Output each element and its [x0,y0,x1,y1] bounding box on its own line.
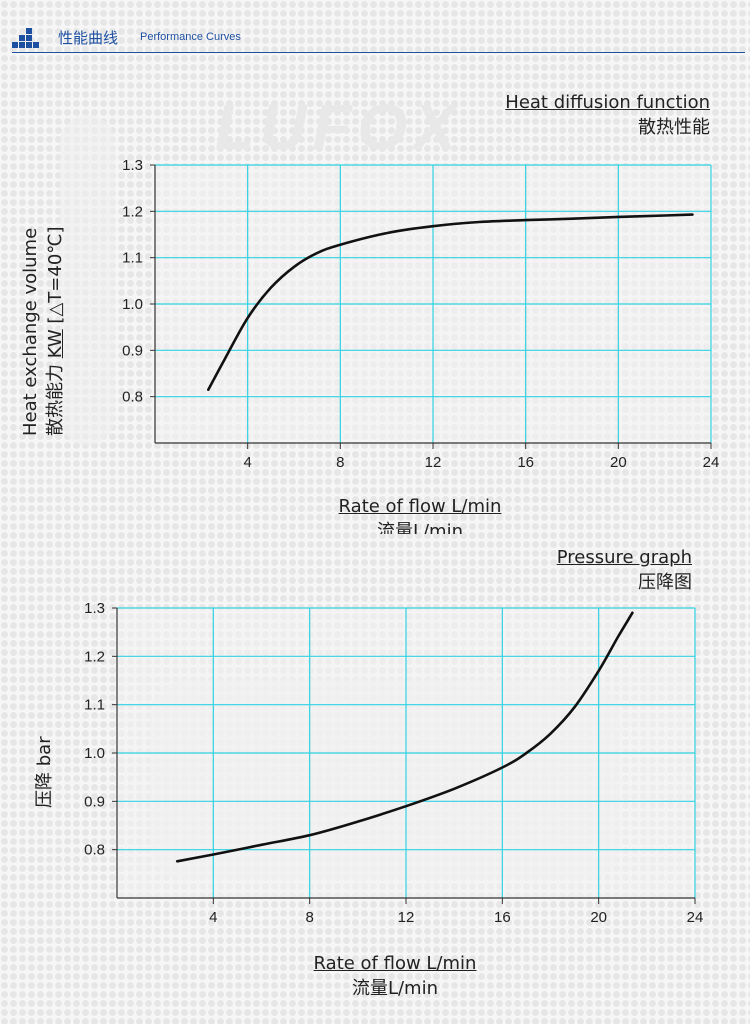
chart2-y-tick-label: 0.8 [84,842,105,859]
chart1-y-tick-label: 1.3 [122,157,143,174]
chart2-x-tick-label: 16 [494,909,511,926]
chart2-x-tick-label: 12 [398,909,415,926]
chart2-x-label-chinese: 流量L/min [351,978,439,999]
header-divider [12,52,745,53]
chart2-title-chinese: 压降图 [638,572,692,593]
chart2-x-label-english: Rate of flow L/min [313,953,477,974]
chart1-y-tick-label: 1.2 [122,203,143,220]
chart1-x-tick-label: 12 [425,454,442,471]
chart1-x-axis-label: Rate of flow L/min 流量L/min [290,496,550,534]
chart2-x-tick-label: 24 [687,909,704,926]
chart2-x-tick-label: 20 [590,909,607,926]
chart1-title: Heat diffusion function 散热性能 [505,92,710,139]
chart1-title-chinese: 散热性能 [638,117,710,138]
chart2-y-tick-label: 0.9 [84,793,105,810]
chart1-x-tick-label: 16 [517,454,534,471]
chart1-series-line-1 [207,213,694,391]
chart2-y-tick-label: 1.1 [84,697,105,714]
header-title-english: Performance Curves [140,31,241,43]
chart1-x-label-english: Rate of flow L/min [338,496,502,517]
chart1-x-tick-label: 4 [243,454,251,471]
chart1-x-tick-label: 24 [703,454,720,471]
chart2-title: Pressure graph 压降图 [557,547,692,594]
brand-squares-icon [12,28,40,48]
chart1-y-tick-label: 1.0 [122,296,143,313]
chart2-series-line-1 [175,611,634,863]
chart1-x-tick-label: 20 [610,454,627,471]
chart1-x-label-chinese: 流量L/min [376,521,464,534]
background-panel-shape [60,115,115,445]
chart2-y-tick-label: 1.3 [84,600,105,617]
chart1-title-english: Heat diffusion function [505,92,710,113]
chart2-title-english: Pressure graph [556,547,692,568]
chart1-y-tick-label: 0.8 [122,389,143,406]
chart2-x-axis-label: Rate of flow L/min 流量L/min [265,953,525,1000]
chart2-y-tick-label: 1.0 [84,745,105,762]
chart2-x-tick-label: 8 [305,909,313,926]
brand-watermark: LUFOX [215,91,462,163]
chart1-y-tick-label: 1.1 [122,250,143,267]
section-header: 性能曲线 Performance Curves [0,0,750,54]
header-title-chinese: 性能曲线 [58,29,119,47]
chart2-x-tick-label: 4 [209,909,217,926]
chart1-x-tick-label: 8 [336,454,344,471]
chart1-y-tick-label: 0.9 [122,342,143,359]
chart2-y-tick-label: 1.2 [84,648,105,665]
